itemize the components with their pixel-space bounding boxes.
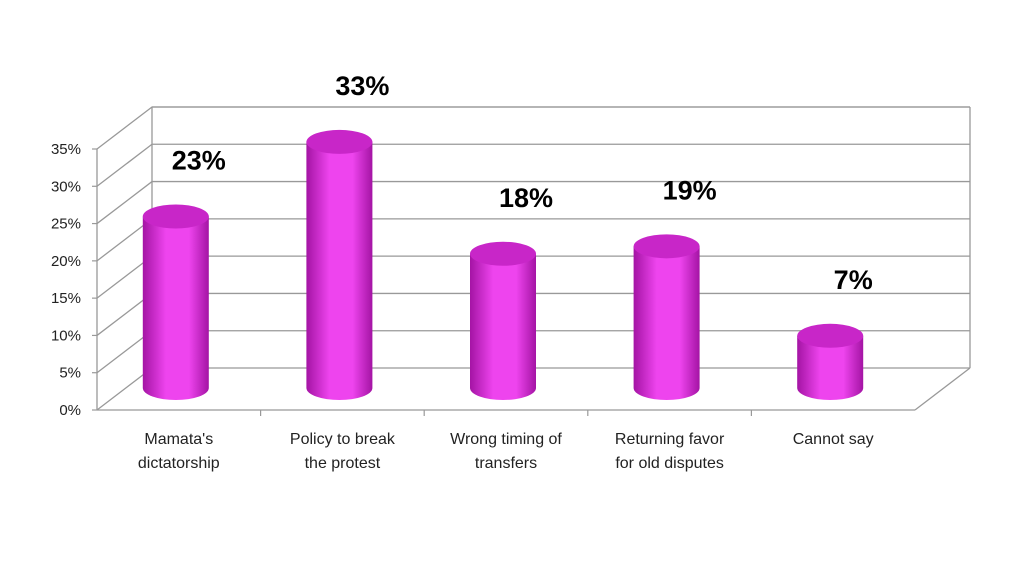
data-labels: 23% 33% 18% 19% 7% bbox=[172, 71, 873, 295]
gridline bbox=[96, 106, 970, 150]
bar-body bbox=[470, 253, 536, 400]
data-label: 23% bbox=[172, 145, 226, 175]
bar-top bbox=[142, 204, 209, 229]
data-label: 33% bbox=[335, 71, 389, 101]
y-tick-label: 20% bbox=[51, 253, 81, 270]
bar-top bbox=[306, 129, 373, 154]
bar-body bbox=[633, 246, 700, 401]
data-label: 7% bbox=[834, 265, 873, 295]
x-tick-label: Returning favor for old disputes bbox=[615, 431, 725, 472]
bar-top bbox=[470, 241, 536, 266]
y-tick-label: 30% bbox=[51, 178, 81, 195]
x-tick-label: Wrong timing of transfers bbox=[450, 431, 562, 472]
bar-top bbox=[797, 323, 864, 348]
x-tick-label: Policy to break the protest bbox=[290, 431, 396, 472]
bar bbox=[797, 323, 864, 401]
x-tick-label: Mamata's dictatorship bbox=[138, 431, 220, 472]
bars bbox=[142, 129, 864, 401]
y-tick-label: 10% bbox=[51, 327, 81, 344]
bar bbox=[633, 234, 700, 401]
x-tick-label: Cannot say bbox=[793, 431, 874, 448]
bar-body bbox=[142, 216, 209, 401]
axes: 0% 5% 10% 15% 20% 25% 30% 35% Mamata's dictatorsh… bbox=[51, 141, 915, 472]
bar-body bbox=[306, 141, 373, 401]
data-label: 19% bbox=[663, 175, 717, 205]
bar bbox=[306, 129, 373, 401]
gridline bbox=[96, 143, 970, 187]
y-tick-label: 35% bbox=[51, 141, 81, 158]
bar bbox=[470, 241, 536, 400]
data-label: 18% bbox=[499, 183, 553, 213]
bar bbox=[142, 204, 209, 401]
bar-body bbox=[797, 335, 864, 401]
floor-right-edge bbox=[914, 367, 971, 411]
y-tick-label: 15% bbox=[51, 290, 81, 307]
y-tick-label: 5% bbox=[59, 365, 81, 382]
y-tick-label: 25% bbox=[51, 216, 81, 233]
y-tick-label: 0% bbox=[59, 402, 81, 419]
bar-top bbox=[633, 234, 700, 259]
